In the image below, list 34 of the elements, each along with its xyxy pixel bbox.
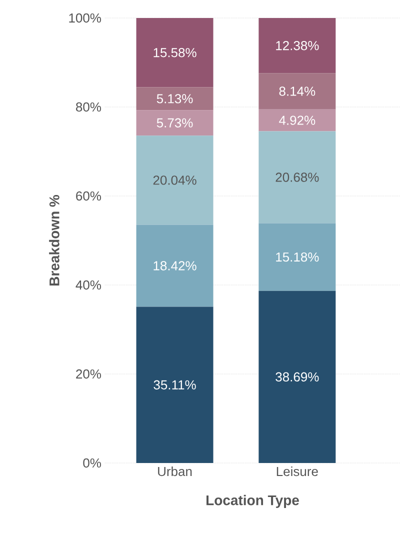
bar — [136, 224, 214, 307]
y-tick-label: 20% — [76, 369, 102, 379]
bar — [136, 87, 214, 110]
data-label: 15.18% — [276, 252, 319, 262]
bar — [258, 18, 336, 74]
data-label: 18.42% — [154, 261, 196, 270]
y-axis-title: Breakdown % — [49, 194, 60, 286]
x-tick-label: Urban — [158, 466, 192, 476]
bar — [258, 131, 336, 224]
bar — [136, 306, 214, 463]
bar — [136, 18, 214, 88]
y-tick-label: 40% — [76, 280, 102, 290]
data-label: 5.73% — [156, 118, 193, 128]
bar — [136, 136, 214, 225]
bar — [258, 73, 336, 110]
data-label: 20.68% — [276, 172, 319, 182]
bar — [258, 290, 336, 463]
data-label: 8.14% — [279, 86, 316, 96]
data-label: 38.69% — [276, 372, 319, 382]
data-label: 35.11% — [154, 380, 196, 390]
data-label: 20.04% — [153, 176, 196, 185]
data-label: 12.38% — [276, 40, 319, 50]
bar — [136, 110, 214, 136]
bar — [258, 223, 336, 291]
y-tick-label: 100% — [69, 13, 102, 23]
y-tick-label: 0% — [83, 458, 102, 468]
x-tick-label: Leisure — [276, 466, 318, 476]
y-tick-label: 60% — [76, 191, 102, 201]
bar — [258, 109, 336, 132]
y-tick-label: 80% — [76, 102, 102, 112]
data-label: 4.92% — [279, 116, 316, 125]
data-label: 15.58% — [154, 48, 196, 58]
x-axis-title: Location Type — [206, 494, 299, 508]
data-label: 5.13% — [156, 94, 193, 104]
